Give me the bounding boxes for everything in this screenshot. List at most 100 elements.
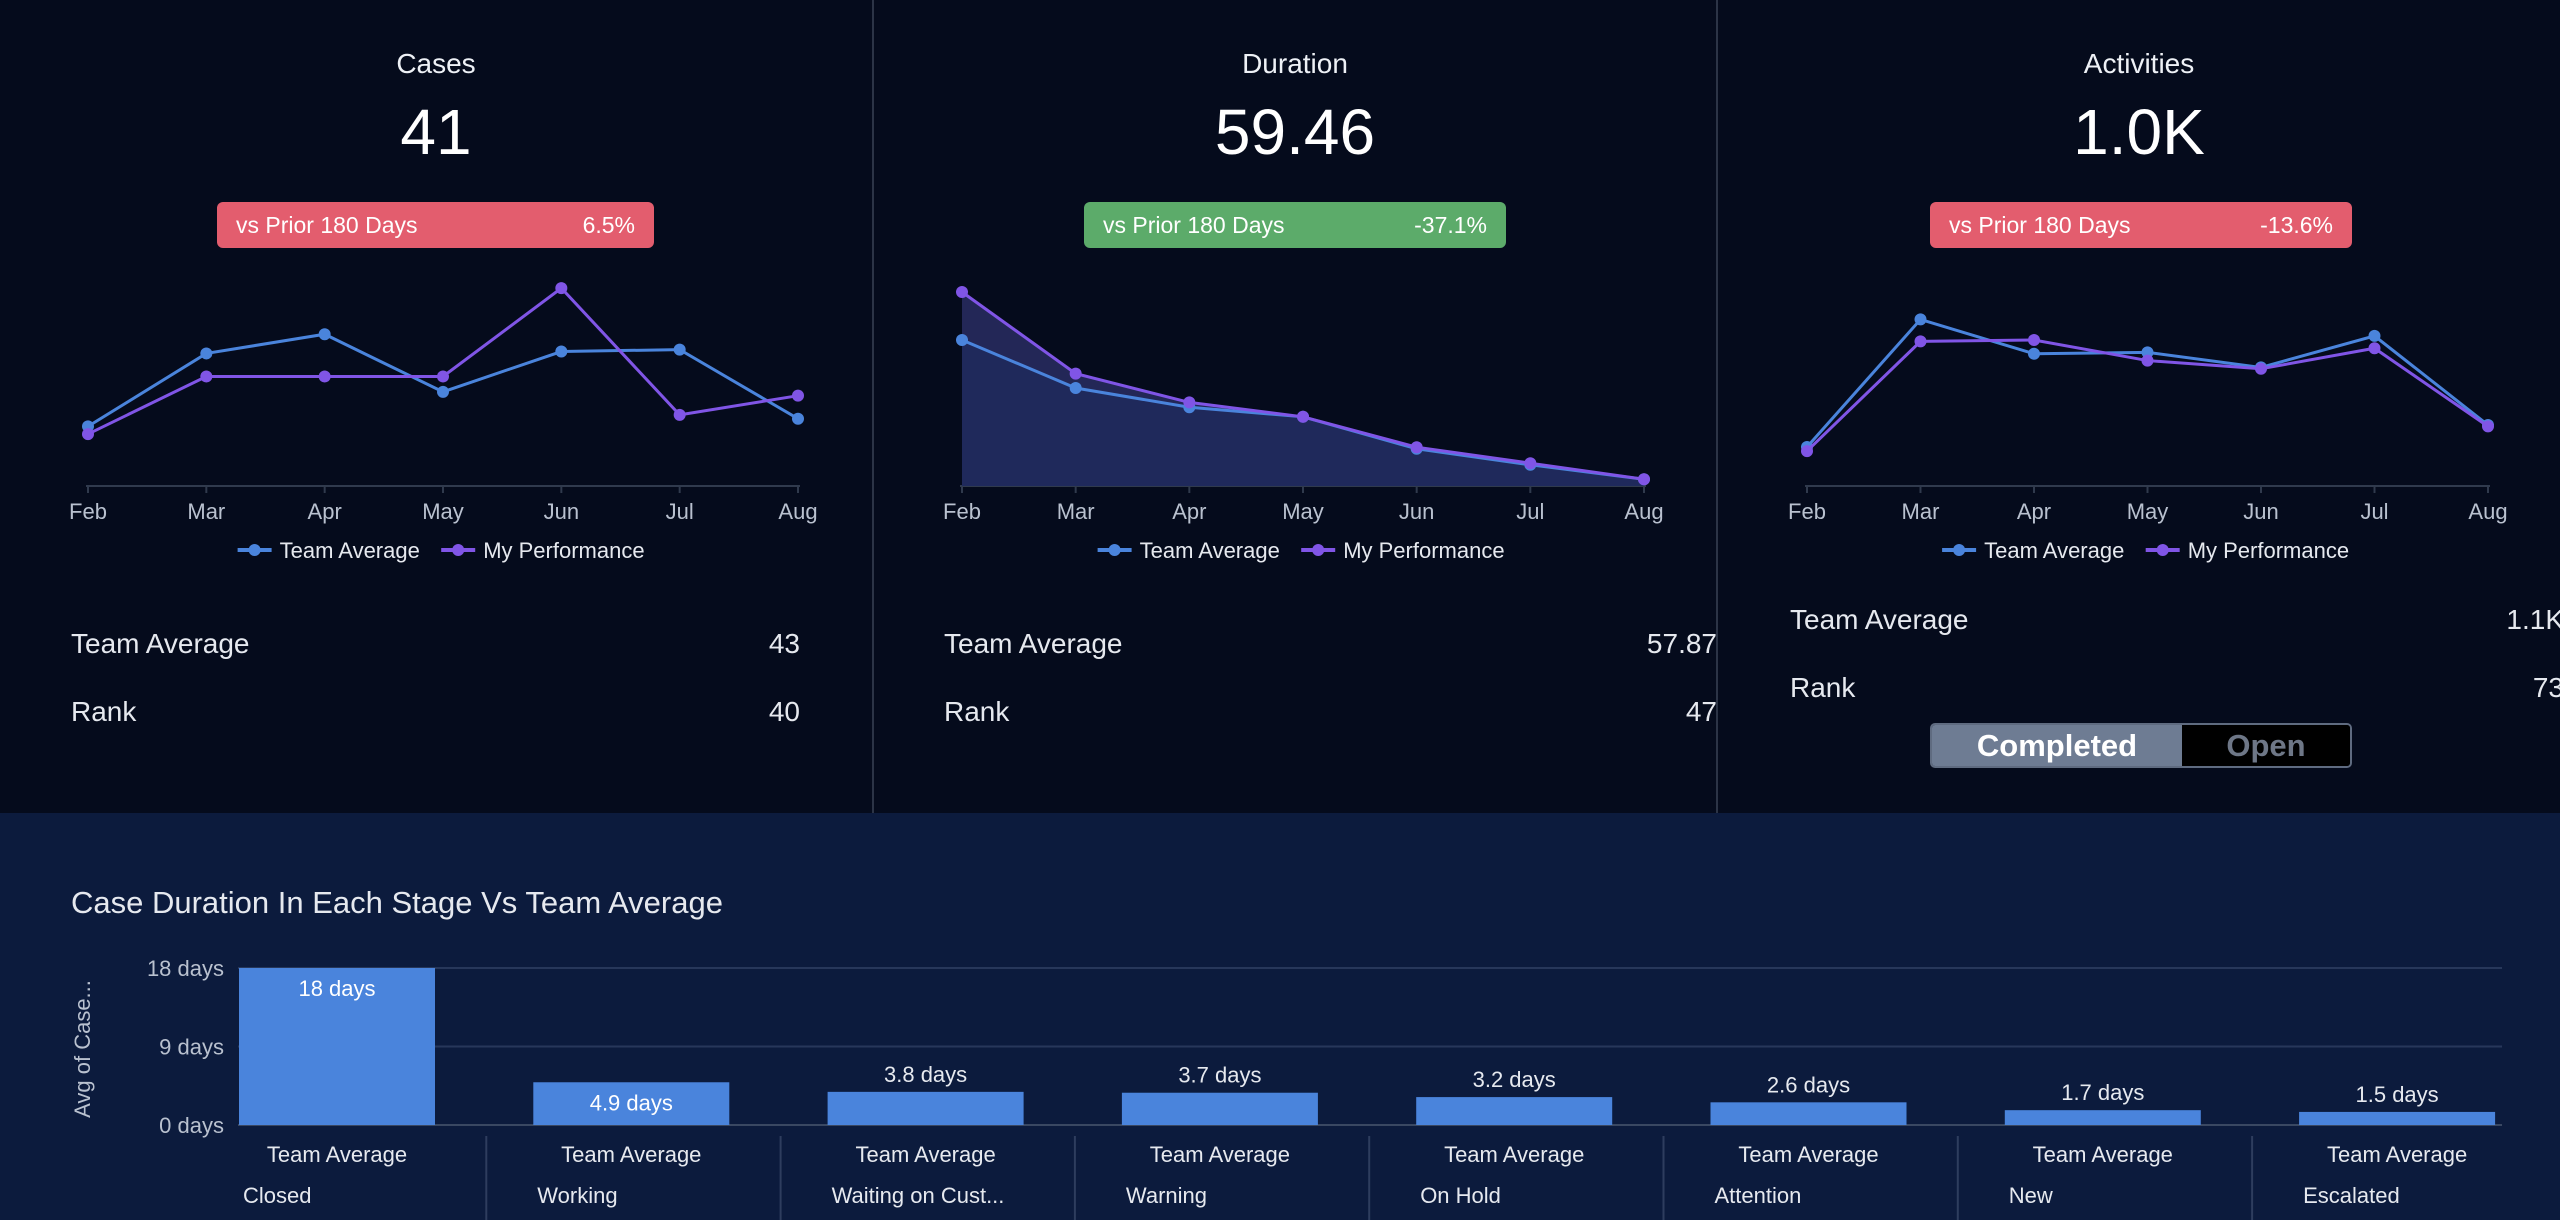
point-my-performance xyxy=(437,370,449,383)
group-label: Team Average xyxy=(855,1142,995,1167)
point-team-average xyxy=(2368,329,2381,342)
comparison-label: vs Prior 180 Days xyxy=(1103,211,1285,238)
point-my-performance xyxy=(1410,441,1423,454)
panel-title: Cases xyxy=(396,48,476,79)
legend-swatch-dot xyxy=(1312,544,1325,556)
point-my-performance xyxy=(956,286,968,298)
x-tick-label: Aug xyxy=(778,499,817,524)
stage-duration-bar-chart: 18 days 9 days 0 days Avg of Case... 18 days… xyxy=(70,956,2502,1220)
comparison-badge: vs Prior 180 Days 6.5% xyxy=(217,202,654,248)
bar xyxy=(533,1082,730,1125)
stat-value: 43 xyxy=(768,628,800,659)
point-my-performance xyxy=(1069,367,1082,380)
duration-panel: Duration 59.46 vs Prior 180 Days -37.1% … xyxy=(874,0,1717,813)
point-team-average xyxy=(200,347,213,360)
activity-status-toggle: Completed Open xyxy=(1930,723,2352,768)
point-team-average xyxy=(792,412,804,425)
legend-swatch-dot xyxy=(2156,544,2169,556)
category-label: Warning xyxy=(1126,1183,1207,1208)
legend-swatch-dot xyxy=(452,544,465,556)
bar xyxy=(1121,1092,1318,1125)
legend-label: Team Average xyxy=(1140,538,1280,563)
point-my-performance xyxy=(82,428,94,441)
legend-label: My Performance xyxy=(2188,538,2349,563)
stat-team-average: Team Average 43 xyxy=(71,628,800,660)
bar xyxy=(827,1091,1024,1125)
group-label: Team Average xyxy=(1738,1142,1878,1167)
stat-label: Rank xyxy=(944,696,1010,727)
legend-swatch-dot xyxy=(248,544,261,556)
point-my-performance xyxy=(1914,335,1927,348)
point-team-average xyxy=(437,385,449,398)
bar-value-label: 3.7 days xyxy=(1178,1063,1261,1088)
x-tick-label: May xyxy=(1282,499,1324,524)
point-team-average xyxy=(956,334,968,346)
comparison-badge: vs Prior 180 Days -13.6% xyxy=(1930,202,2352,248)
point-team-average xyxy=(673,343,686,356)
toggle-completed-button[interactable]: Completed xyxy=(1932,725,2182,766)
x-tick-label: Apr xyxy=(308,499,342,524)
x-tick-label: Mar xyxy=(1902,499,1940,524)
point-team-average xyxy=(2028,347,2040,360)
area-fill-team-average xyxy=(962,340,1644,486)
category-label: Closed xyxy=(243,1183,311,1208)
panel-value: 59.46 xyxy=(1214,96,1376,168)
legend-label: Team Average xyxy=(280,538,420,563)
panel-value: 41 xyxy=(400,96,472,168)
bar-value-label: 1.7 days xyxy=(2061,1080,2144,1105)
comparison-change: 6.5% xyxy=(582,211,635,238)
group-label: Team Average xyxy=(2327,1142,2467,1167)
kpi-section: Cases 41 vs Prior 180 Days 6.5% Feb Mar Ap… xyxy=(69,0,2560,813)
category-label: New xyxy=(2009,1183,2053,1208)
x-tick-label: May xyxy=(422,499,464,524)
stat-value: 1.1K xyxy=(2506,604,2560,635)
comparison-change: -37.1% xyxy=(1414,211,1487,238)
stat-label: Team Average xyxy=(71,628,250,659)
x-tick-label: Jul xyxy=(1516,499,1544,524)
activities-panel: Activities 1.0K vs Prior 180 Days -13.6%… xyxy=(1718,0,2560,813)
point-my-performance xyxy=(1524,457,1537,470)
point-my-performance xyxy=(2028,334,2040,346)
stat-label: Team Average xyxy=(944,628,1123,659)
point-my-performance xyxy=(792,389,804,402)
point-my-performance xyxy=(1638,473,1650,486)
x-tick-label: Feb xyxy=(943,499,981,524)
group-label: Team Average xyxy=(267,1142,407,1167)
stat-rank: Rank 40 xyxy=(71,696,800,728)
group-label: Team Average xyxy=(561,1142,701,1167)
point-team-average xyxy=(1069,382,1082,394)
point-my-performance xyxy=(200,370,213,383)
cases-trend-chart: Feb Mar Apr May Jun Jul Aug Team Average My Perf… xyxy=(69,282,818,563)
point-team-average xyxy=(1914,313,1927,326)
bar xyxy=(2004,1110,2201,1125)
group-label: Team Average xyxy=(1444,1142,1584,1167)
category-label: On Hold xyxy=(1420,1183,1501,1208)
x-tick-label: Feb xyxy=(1788,499,1826,524)
group-label: Team Average xyxy=(1150,1142,1290,1167)
stage-duration-section: Case Duration In Each Stage Vs Team Aver… xyxy=(0,813,2560,1220)
category-label: Working xyxy=(537,1183,617,1208)
stat-label: Rank xyxy=(1790,672,1856,703)
category-label: Escalated xyxy=(2303,1183,2400,1208)
legend-swatch-dot xyxy=(1108,544,1121,556)
point-team-average xyxy=(555,345,568,358)
point-my-performance xyxy=(2482,420,2494,433)
category-label: Waiting on Cust... xyxy=(832,1183,1005,1208)
point-my-performance xyxy=(673,408,686,421)
stat-label: Team Average xyxy=(1790,604,1969,635)
panel-divider xyxy=(872,0,874,813)
x-tick-label: May xyxy=(2127,499,2169,524)
stat-rank: Rank 73 xyxy=(1790,672,2560,704)
bar xyxy=(1416,1097,1613,1125)
comparison-label: vs Prior 180 Days xyxy=(236,211,418,238)
bar-value-label: 4.9 days xyxy=(590,1090,673,1115)
toggle-open-button[interactable]: Open xyxy=(2182,725,2350,766)
stat-value: 47 xyxy=(1685,696,1717,727)
point-team-average xyxy=(318,328,331,341)
x-tick-label: Apr xyxy=(1172,499,1206,524)
stat-value: 57.87 xyxy=(1646,628,1717,659)
x-tick-label: Jun xyxy=(1399,499,1434,524)
panel-value: 1.0K xyxy=(2073,96,2205,168)
bar-value-label: 2.6 days xyxy=(1767,1072,1850,1097)
x-tick-label: Jun xyxy=(2243,499,2278,524)
